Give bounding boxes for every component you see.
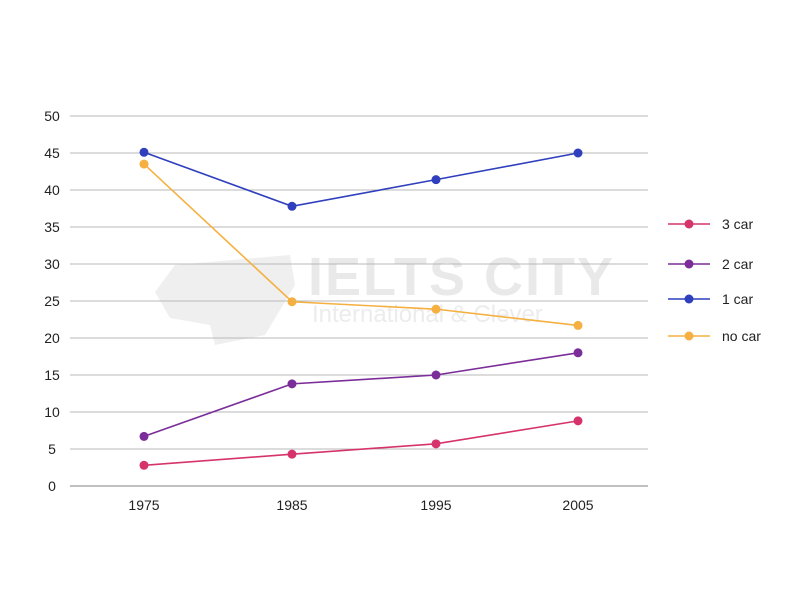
y-tick-label: 20 [44, 330, 60, 346]
data-point-no-car [573, 320, 583, 330]
legend-label: no car [722, 328, 761, 344]
series-2-car [139, 348, 583, 441]
y-tick-label: 15 [44, 367, 60, 383]
y-tick-label: 35 [44, 219, 60, 235]
series-line-1-car [143, 151, 579, 208]
watermark: IELTS CITY International & Clever [155, 247, 615, 345]
legend-item-no-car: no car [668, 328, 761, 344]
y-axis: 0 5 10 15 20 25 30 35 40 45 50 [44, 108, 60, 494]
y-tick-label: 0 [48, 478, 56, 494]
y-tick-label: 50 [44, 108, 60, 124]
y-tick-label: 5 [48, 441, 56, 457]
series-3-car [139, 416, 583, 470]
legend-marker [684, 219, 694, 229]
data-point-3-car [287, 449, 297, 459]
x-tick-label: 2005 [562, 497, 593, 513]
data-point-3-car [431, 439, 441, 449]
data-point-2-car [139, 431, 149, 441]
data-point-no-car [139, 159, 149, 169]
data-point-1-car [573, 148, 583, 158]
legend-item-3-car: 3 car [668, 216, 753, 232]
y-tick-label: 10 [44, 404, 60, 420]
data-point-2-car [287, 379, 297, 389]
legend-marker [684, 259, 694, 269]
data-point-3-car [573, 416, 583, 426]
series-line-2-car [143, 352, 579, 438]
data-point-1-car [139, 147, 149, 157]
data-point-2-car [431, 370, 441, 380]
watermark-logo-shape [155, 255, 295, 345]
data-point-2-car [573, 348, 583, 358]
data-point-1-car [287, 201, 297, 211]
series-1-car [139, 147, 583, 211]
series-no-car [139, 159, 583, 330]
legend-item-1-car: 1 car [668, 291, 753, 307]
data-point-no-car [287, 297, 297, 307]
x-axis: 1975 1985 1995 2005 [128, 497, 593, 513]
series-line-no-car [143, 163, 579, 327]
x-tick-label: 1995 [420, 497, 451, 513]
y-tick-label: 25 [44, 293, 60, 309]
data-point-3-car [139, 460, 149, 470]
y-tick-label: 45 [44, 145, 60, 161]
data-point-no-car [431, 304, 441, 314]
series-group [139, 147, 583, 470]
watermark-brand-text: IELTS CITY [308, 247, 615, 307]
legend-label: 1 car [722, 291, 753, 307]
legend-label: 3 car [722, 216, 753, 232]
legend: 3 car 2 car 1 car no car [668, 216, 761, 344]
legend-item-2-car: 2 car [668, 256, 753, 272]
data-point-1-car [431, 175, 441, 185]
series-line-3-car [143, 420, 579, 467]
grid [70, 115, 648, 487]
y-tick-label: 30 [44, 256, 60, 272]
x-tick-label: 1985 [276, 497, 307, 513]
x-tick-label: 1975 [128, 497, 159, 513]
legend-marker [684, 331, 694, 341]
legend-label: 2 car [722, 256, 753, 272]
y-tick-label: 40 [44, 182, 60, 198]
legend-marker [684, 294, 694, 304]
